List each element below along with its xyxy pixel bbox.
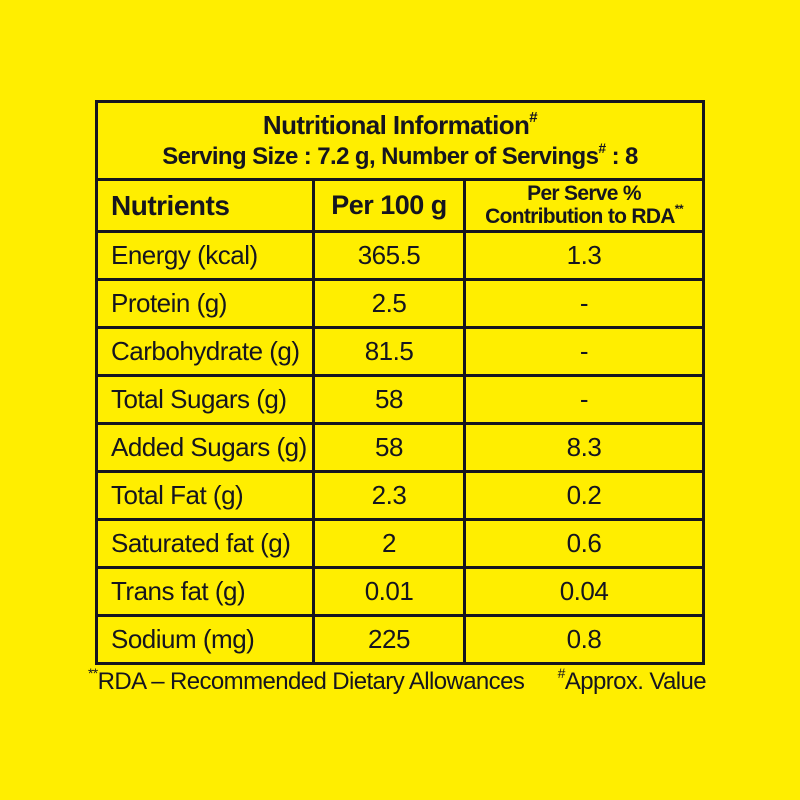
rda-header-line2: Contribution to RDA** <box>485 203 683 229</box>
rda-value-protein: - <box>466 281 702 326</box>
column-header-per-100g: Per 100 g <box>315 181 463 230</box>
footnote-approx-value: #Approx. Value <box>557 664 707 696</box>
nutrient-label-total-fat: Total Fat (g) <box>98 473 312 518</box>
rda-header-line1: Per Serve % <box>527 181 641 205</box>
rda-value-trans-fat: 0.04 <box>466 569 702 614</box>
rda-value-energy: 1.3 <box>466 233 702 278</box>
footnotes: **RDA – Recommended Dietary Allowances #… <box>88 664 707 696</box>
rda-value-sodium: 0.8 <box>466 617 702 662</box>
label-title-text: Nutritional Information <box>262 110 530 141</box>
footnote-rda-text: RDA – Recommended Dietary Allowances <box>97 668 525 695</box>
per100g-value-total-fat: 2.3 <box>315 473 463 518</box>
nutrient-label-added-sugars: Added Sugars (g) <box>98 425 312 470</box>
footnote-rda-superscript: ** <box>88 664 98 681</box>
footnote-approx-text: Approx. Value <box>564 668 707 695</box>
per100g-value-total-sugars: 58 <box>315 377 463 422</box>
nutrient-label-energy: Energy (kcal) <box>98 233 312 278</box>
nutrient-label-trans-fat: Trans fat (g) <box>98 569 312 614</box>
rda-value-total-fat: 0.2 <box>466 473 702 518</box>
nutrient-label-saturated-fat: Saturated fat (g) <box>98 521 312 566</box>
nutrient-label-total-sugars: Total Sugars (g) <box>98 377 312 422</box>
rda-value-saturated-fat: 0.6 <box>466 521 702 566</box>
column-header-rda: Per Serve % Contribution to RDA** <box>466 181 702 230</box>
footnote-rda: **RDA – Recommended Dietary Allowances <box>88 664 525 696</box>
label-title-superscript: # <box>529 109 538 127</box>
column-header-nutrients: Nutrients <box>98 181 312 230</box>
per100g-value-protein: 2.5 <box>315 281 463 326</box>
label-title: Nutritional Information# <box>262 109 538 142</box>
serving-size-superscript: # <box>598 139 606 156</box>
per100g-value-saturated-fat: 2 <box>315 521 463 566</box>
nutrient-label-protein: Protein (g) <box>98 281 312 326</box>
serving-size-line: Serving Size : 7.2 g, Number of Servings… <box>162 139 639 172</box>
rda-value-carbohydrate: - <box>466 329 702 374</box>
nutrition-label: Nutritional Information# Serving Size : … <box>95 100 705 665</box>
per100g-value-energy: 365.5 <box>315 233 463 278</box>
nutrition-table: Nutrients Per 100 g Per Serve % Contribu… <box>98 181 702 662</box>
per100g-value-added-sugars: 58 <box>315 425 463 470</box>
label-header: Nutritional Information# Serving Size : … <box>98 103 702 178</box>
per100g-value-carbohydrate: 81.5 <box>315 329 463 374</box>
footnote-approx-superscript: # <box>557 664 566 681</box>
rda-value-total-sugars: - <box>466 377 702 422</box>
nutrient-label-carbohydrate: Carbohydrate (g) <box>98 329 312 374</box>
per100g-value-trans-fat: 0.01 <box>315 569 463 614</box>
rda-value-added-sugars: 8.3 <box>466 425 702 470</box>
serving-size-text: Serving Size : 7.2 g, Number of Servings <box>162 142 599 170</box>
rda-header-superscript: ** <box>674 201 684 216</box>
per100g-value-sodium: 225 <box>315 617 463 662</box>
nutrient-label-sodium: Sodium (mg) <box>98 617 312 662</box>
rda-header-line2-text: Contribution to RDA <box>485 204 675 228</box>
serving-count-text: : 8 <box>605 142 639 170</box>
